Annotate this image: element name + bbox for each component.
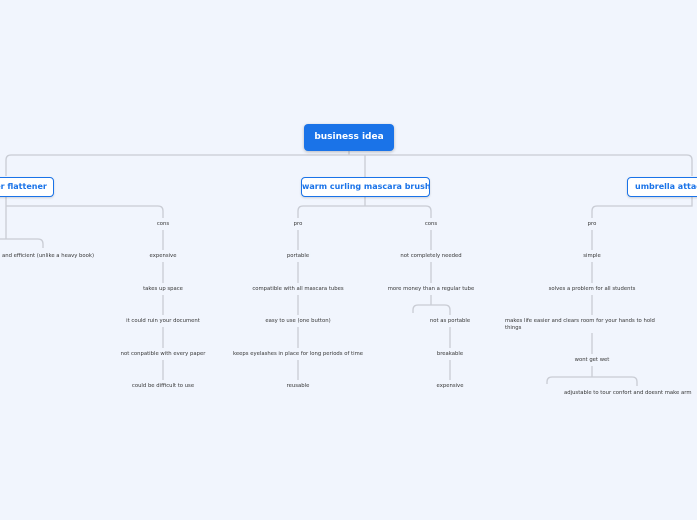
pro-item[interactable]: adjustable to tour confort and doesnt ma… xyxy=(562,389,694,397)
pro-item[interactable]: makes life easier and clears room for yo… xyxy=(503,317,672,333)
cons-item[interactable]: not as portable xyxy=(427,317,473,325)
pro-item[interactable]: portable xyxy=(284,252,312,260)
cons-item[interactable]: not completely needed xyxy=(398,252,464,260)
pro-item[interactable]: wont get wet xyxy=(572,356,612,364)
pro-item[interactable]: simple xyxy=(581,252,603,260)
cons-item[interactable]: could be difficult to use xyxy=(129,382,197,390)
cons-item[interactable]: takes up space xyxy=(141,285,185,293)
cons-item[interactable]: not conpatible with every paper xyxy=(118,350,208,358)
root-topic[interactable]: business idea xyxy=(304,124,394,151)
pro-item[interactable]: solves a problem for all students xyxy=(546,285,638,293)
topic-mascara-brush[interactable]: warm curling mascara brush xyxy=(301,177,431,197)
cons-item[interactable]: expensive xyxy=(147,252,179,260)
topic-umbrella[interactable]: umbrella attach xyxy=(627,177,697,197)
cons-label[interactable]: cons xyxy=(154,220,172,228)
pro-item[interactable]: and efficient (unlike a heavy book) xyxy=(0,252,97,260)
pro-item[interactable]: reusable xyxy=(284,382,312,390)
cons-item[interactable]: expensive xyxy=(434,382,466,390)
cons-item[interactable]: it could ruin your document xyxy=(124,317,202,325)
pro-item[interactable]: easy to use (one button) xyxy=(263,317,333,325)
cons-item[interactable]: more money than a regular tube xyxy=(385,285,477,293)
pro-item[interactable]: compatible with all mascara tubes xyxy=(250,285,346,293)
cons-label[interactable]: cons xyxy=(422,220,440,228)
pro-label[interactable]: pro xyxy=(291,220,305,228)
topic-flattener[interactable]: er flattener xyxy=(0,177,54,197)
cons-item[interactable]: breakable xyxy=(434,350,466,358)
pro-item[interactable]: keeps eyelashes in place for long period… xyxy=(231,350,365,358)
pro-label[interactable]: pro xyxy=(585,220,599,228)
